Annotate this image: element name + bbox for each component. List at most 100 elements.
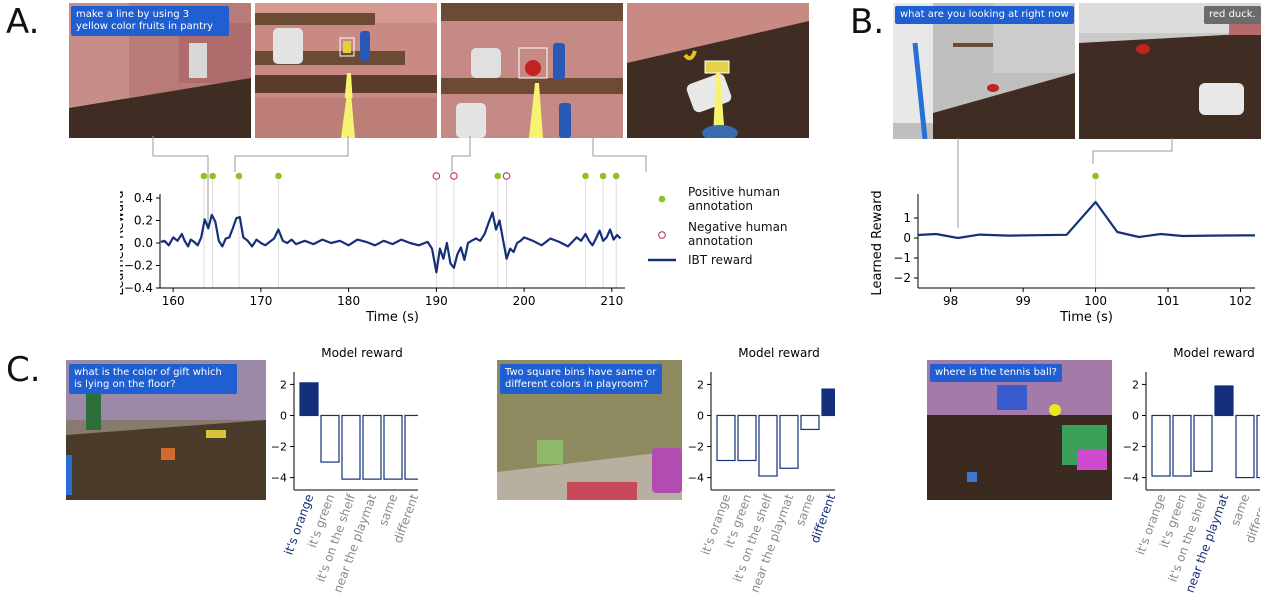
bar [758, 414, 778, 477]
positive-annotation-marker [209, 172, 216, 180]
bar [737, 414, 757, 462]
positive-annotation-marker [494, 172, 502, 180]
frame-caption-c1: what is the color of gift which is lying… [69, 364, 237, 394]
x-tick-label: 170 [249, 294, 272, 308]
y-tick-label: 2 [697, 378, 704, 391]
bar [320, 414, 340, 463]
learned-reward-chart-a: 0.4 0.2 0.0 −0.2 −0.4 160 170 180 190 200 210 Time … [120, 172, 625, 325]
negative-annotation-marker [450, 172, 458, 180]
y-tick-label: 0.4 [134, 191, 153, 205]
positive-annotation-marker [235, 172, 243, 180]
legend-positive-label: Positive human annotation [688, 185, 780, 213]
frame-caption-c2: Two square bins have same or different c… [500, 364, 662, 394]
y-tick-label: −2 [271, 441, 287, 454]
ibt-reward-line [160, 211, 622, 274]
legend-a: Positive human annotation Negative human… [646, 182, 821, 277]
negative-annotation-marker [432, 172, 441, 180]
y-tick-label: −4 [688, 472, 704, 485]
positive-annotation-marker [1092, 172, 1099, 180]
y-axis-label: Learned Reward [870, 190, 885, 295]
y-axis-label: Learned Reward [120, 190, 127, 295]
scene-red-duck [1079, 3, 1261, 139]
y-tick-label: 2 [280, 378, 287, 391]
legend-symbols [648, 195, 676, 262]
legend-negative-label: Negative human annotation [688, 220, 788, 248]
y-tick-label: −0.2 [124, 259, 153, 273]
scene-floor [627, 3, 809, 138]
positive-annotation-marker [200, 172, 208, 180]
y-tick-label: 2 [1132, 378, 1139, 391]
bar [1214, 385, 1234, 417]
positive-annotation-marker [599, 172, 607, 180]
bar [383, 414, 403, 480]
legend-positive-marker [658, 195, 666, 203]
frame-a2 [255, 3, 437, 138]
panel-b-connectors [957, 138, 1173, 228]
bar [1235, 414, 1255, 479]
x-tick-label: 210 [600, 294, 623, 308]
frame-c3: where is the tennis ball? [927, 360, 1112, 500]
legend-negative-marker [658, 231, 666, 239]
y-tick-label: 0 [1132, 409, 1139, 422]
frame-caption-left: what are you looking at right now [895, 6, 1074, 24]
frame-a3 [441, 3, 623, 138]
y-tick-label: 0.2 [134, 214, 153, 228]
positive-annotation-marker [612, 172, 620, 180]
bar [800, 414, 820, 431]
bar [716, 414, 736, 462]
bar [1193, 414, 1213, 472]
bar [821, 388, 835, 417]
bar [404, 414, 418, 480]
y-tick-label: −4 [1123, 472, 1139, 485]
chart-title: Model reward [738, 346, 819, 360]
y-tick-label: 0 [697, 409, 704, 422]
y-tick-label: 0 [903, 231, 911, 245]
y-tick-label: −2 [893, 271, 911, 285]
x-tick-label: 190 [425, 294, 448, 308]
frame-c2: Two square bins have same or different c… [497, 360, 682, 500]
negative-annotation-marker [502, 172, 511, 180]
bar [362, 414, 382, 480]
y-tick-label: −2 [688, 441, 704, 454]
chart-title: Model reward [321, 346, 402, 360]
learned-reward-chart-b: 1 0 −1 −2 98 99 100 101 102 Time (s) Learned Rewar… [870, 172, 1255, 325]
positive-annotation-marker [275, 172, 282, 180]
panel-letter-a: A. [6, 2, 40, 42]
bar [779, 414, 799, 469]
frame-c1: what is the color of gift which is lying… [66, 360, 266, 500]
bar [1151, 414, 1171, 477]
scene-tennis-ball [927, 360, 1112, 500]
panel-a-connectors [152, 136, 647, 227]
ibt-reward-line [917, 200, 1255, 240]
bar [299, 382, 319, 417]
panel-letter-b: B. [850, 2, 885, 42]
panel-letter-c: C. [6, 350, 41, 390]
x-tick-label: 100 [1084, 294, 1107, 308]
scene-shelf [255, 3, 437, 138]
y-tick-label: 1 [903, 211, 911, 225]
x-tick-label: 101 [1157, 294, 1180, 308]
y-tick-label: −2 [1123, 441, 1139, 454]
y-tick-label: −1 [893, 251, 911, 265]
x-axis-label: Time (s) [365, 310, 419, 325]
x-tick-label: 98 [943, 294, 958, 308]
bar [1172, 414, 1192, 477]
x-axis-label: Time (s) [1059, 310, 1113, 325]
y-tick-label: 0 [280, 409, 287, 422]
legend-reward-label: IBT reward [688, 253, 753, 267]
frame-a1: make a line by using 3 yellow color frui… [69, 3, 251, 138]
x-tick-label: 200 [513, 294, 536, 308]
frame-a4 [627, 3, 809, 138]
x-tick-label: 160 [162, 294, 185, 308]
chart-title: Model reward [1173, 346, 1254, 360]
x-tick-label: 102 [1229, 294, 1252, 308]
x-tick-label: 180 [337, 294, 360, 308]
x-tick-label: 99 [1015, 294, 1030, 308]
bar [1256, 414, 1260, 479]
frame-caption-right: red duck. [1204, 6, 1261, 24]
y-tick-label: −4 [271, 472, 287, 485]
positive-annotation-marker [582, 172, 589, 180]
frame-caption: make a line by using 3 yellow color frui… [71, 6, 229, 36]
